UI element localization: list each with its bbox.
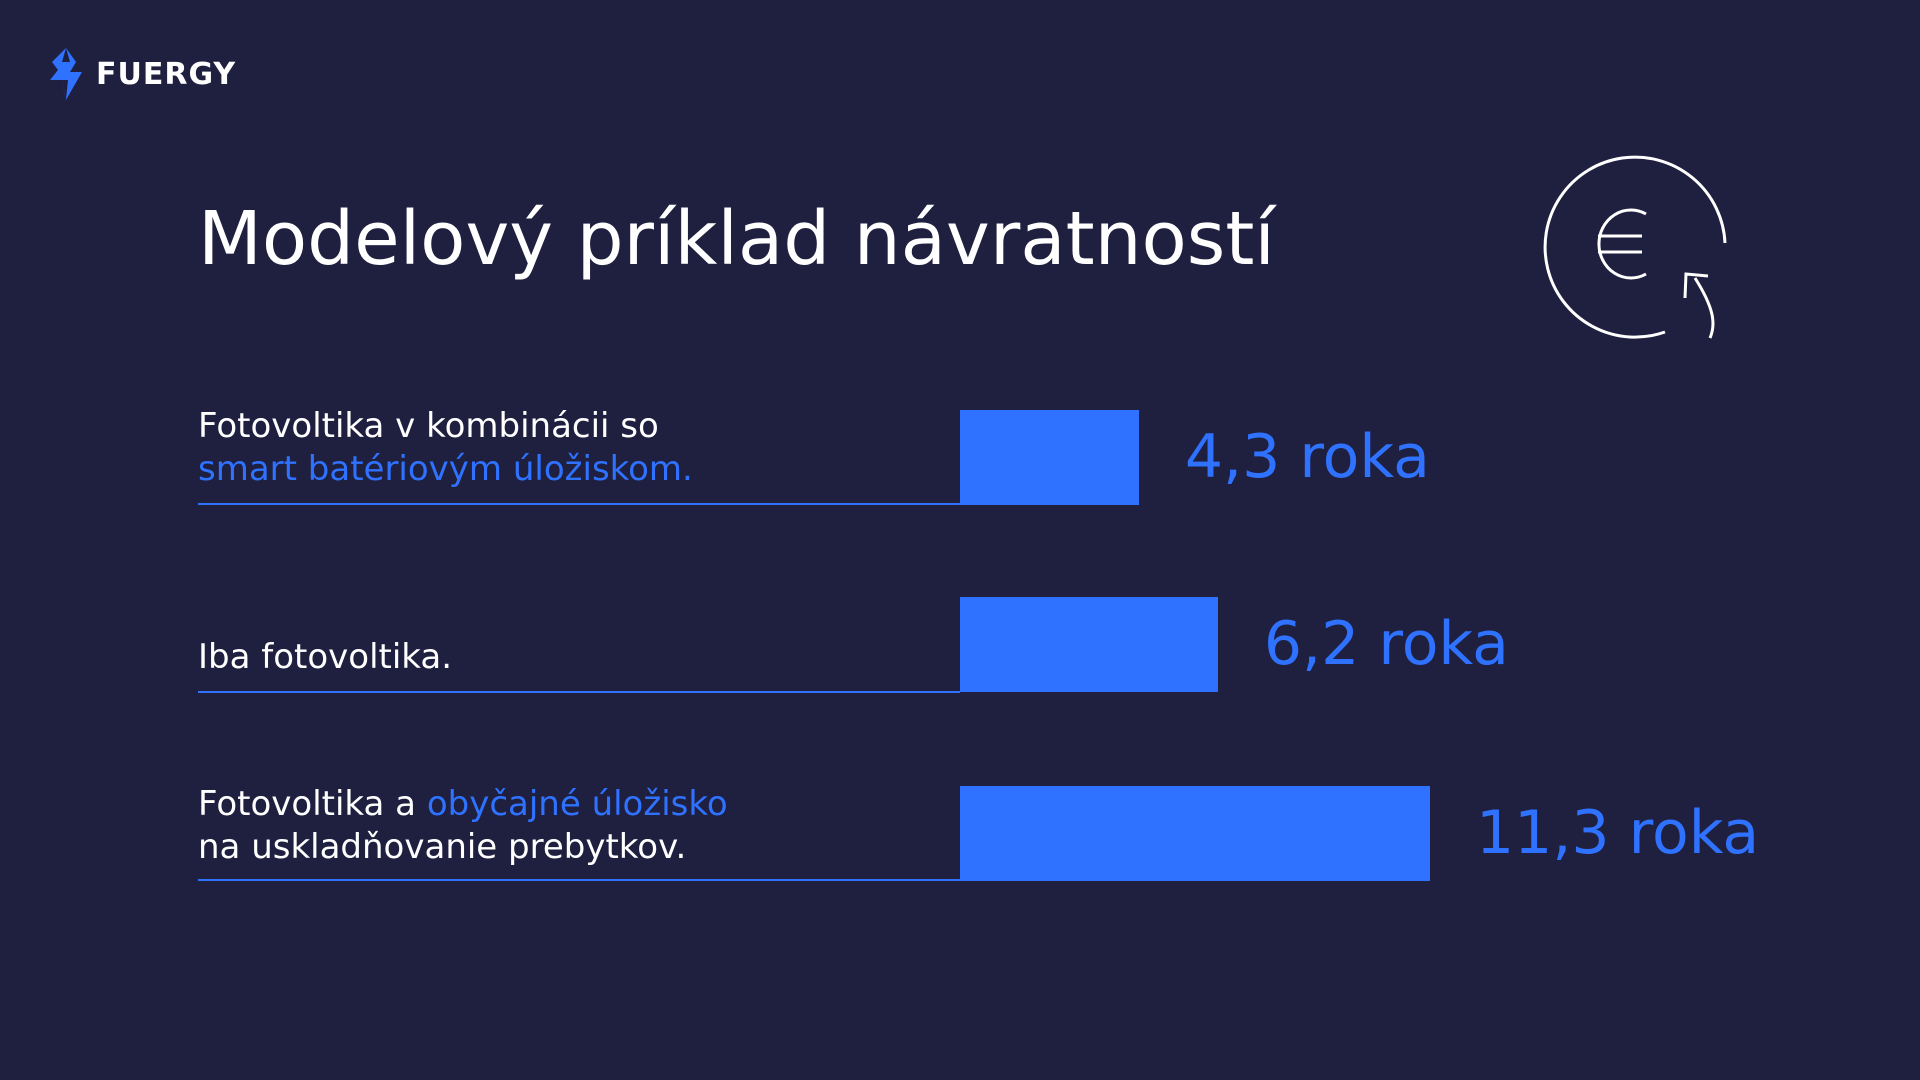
bar-3 [960, 786, 1430, 881]
row-baseline-3 [198, 879, 960, 881]
bar-2 [960, 597, 1218, 692]
category-label-1-line2: smart batériovým úložiskom. [198, 449, 693, 489]
category-label-1-line1: Fotovoltika v kombinácii so [198, 406, 659, 446]
brand-logo: FUERGY [48, 48, 236, 100]
category-label-2-line1: Iba fotovoltika. [198, 637, 453, 677]
chart-title: Modelový príklad návratností [198, 196, 1275, 282]
category-label-3-line2: na uskladňovanie prebytkov. [198, 827, 687, 867]
fuergy-bolt-icon [50, 48, 82, 100]
value-label-1: 4,3 roka [1184, 422, 1430, 492]
category-label-2: Iba fotovoltika. [198, 636, 958, 679]
bar-1 [960, 410, 1139, 505]
value-label-3: 11,3 roka [1476, 798, 1760, 868]
category-label-1: Fotovoltika v kombinácii so smart batéri… [198, 405, 958, 491]
category-label-3: Fotovoltika a obyčajné úložisko na uskla… [198, 783, 958, 869]
category-label-3-line1: Fotovoltika a obyčajné úložisko [198, 783, 958, 826]
brand-name: FUERGY [96, 56, 237, 92]
row-baseline-1 [198, 503, 960, 505]
category-label-3-plain: Fotovoltika a [198, 784, 427, 824]
value-label-2: 6,2 roka [1263, 609, 1509, 679]
euro-refresh-icon [1543, 155, 1727, 339]
row-baseline-2 [198, 691, 960, 693]
category-label-3-accent: obyčajné úložisko [426, 784, 728, 824]
